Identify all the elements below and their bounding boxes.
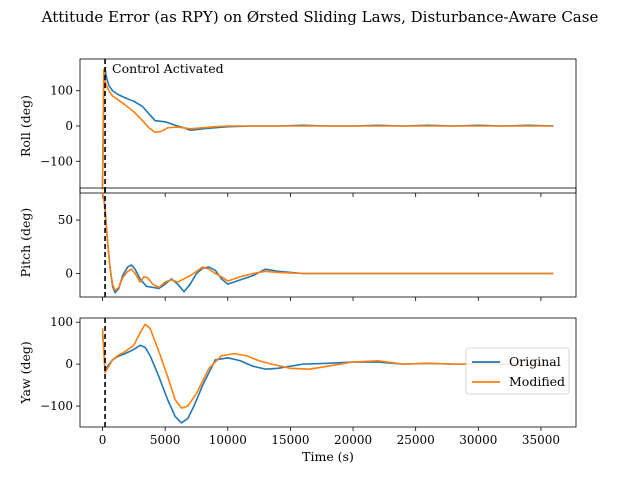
yaw-xtick-label: 20000 — [334, 433, 372, 447]
roll-ytick-label: 100 — [50, 84, 73, 98]
yaw-ytick-label: 100 — [50, 315, 73, 329]
roll-annotation: Control Activated — [112, 61, 224, 76]
pitch-panel: 0 50 Pitch (deg) — [18, 187, 577, 301]
yaw-xtick-label: 35000 — [522, 433, 560, 447]
pitch-axes-frame — [79, 187, 577, 298]
legend-label-modified: Modified — [509, 374, 565, 389]
subplots: Control Activated −100 0 100 Roll (deg) 0 50 Pi… — [18, 58, 577, 464]
yaw-ylabel: Yaw (deg) — [18, 341, 33, 405]
legend: Original Modified — [465, 347, 570, 395]
pitch-ylabel: Pitch (deg) — [18, 208, 33, 278]
pitch-ytick-label: 0 — [65, 266, 73, 280]
yaw-xtick-label: 15000 — [271, 433, 309, 447]
yaw-ytick-label: 0 — [65, 357, 73, 371]
yaw-ytick-label: −100 — [40, 399, 73, 413]
pitch-series-modified — [101, 193, 554, 292]
yaw-panel: 0 5000 10000 15000 20000 25000 30000 35000 −100 0… — [18, 315, 577, 464]
pitch-series-original — [101, 195, 554, 294]
yaw-axes-frame — [79, 317, 577, 428]
pitch-ytick-label: 50 — [58, 213, 73, 227]
yaw-xtick-label: 10000 — [209, 433, 247, 447]
yaw-xtick-label: 30000 — [459, 433, 497, 447]
yaw-xlabel: Time (s) — [302, 449, 354, 464]
yaw-xtick-label: 0 — [99, 433, 107, 447]
yaw-xtick-label: 5000 — [150, 433, 181, 447]
legend-label-original: Original — [509, 354, 561, 369]
yaw-series-modified — [101, 323, 554, 409]
figure-title: Attitude Error (as RPY) on Ørsted Slidin… — [41, 8, 599, 26]
yaw-xtick-label: 25000 — [397, 433, 435, 447]
roll-panel: Control Activated −100 0 100 Roll (deg) — [18, 58, 577, 197]
roll-series-modified — [101, 68, 554, 190]
roll-ytick-label: −100 — [40, 154, 73, 168]
roll-ytick-label: 0 — [65, 119, 73, 133]
roll-ylabel: Roll (deg) — [18, 95, 33, 157]
